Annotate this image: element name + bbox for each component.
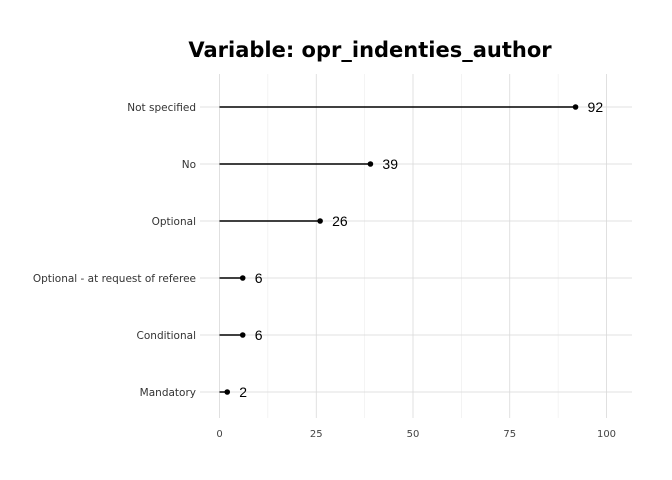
chart-title: Variable: opr_indenties_author [188, 38, 552, 62]
x-tick-label: 100 [597, 429, 616, 440]
value-label: 92 [588, 99, 604, 115]
value-label: 26 [332, 213, 348, 229]
value-label: 6 [255, 327, 263, 343]
y-axis-category-labels: Not specified No Optional Optional - at req… [33, 102, 196, 399]
lollipop-point [224, 389, 231, 395]
lollipop-point [239, 275, 246, 281]
grid-lines [200, 74, 632, 418]
value-labels: 92 39 26 6 6 2 [239, 99, 603, 400]
value-label: 6 [255, 270, 263, 286]
x-axis-tick-labels: 0 25 50 75 100 [216, 429, 616, 440]
lollipop-point [367, 161, 374, 167]
lollipop-point [317, 218, 323, 224]
value-label: 2 [239, 384, 247, 400]
x-tick-label: 0 [216, 429, 222, 440]
y-category-label: Optional [152, 216, 196, 228]
lollipop-point [572, 104, 579, 110]
y-category-label: Conditional [137, 330, 196, 342]
y-category-label: Not specified [127, 102, 196, 114]
x-tick-label: 25 [310, 429, 323, 440]
y-category-label: No [182, 159, 196, 171]
y-category-label: Mandatory [140, 387, 196, 399]
lollipop-point [239, 332, 246, 338]
x-tick-label: 75 [503, 429, 516, 440]
lollipop-points [224, 104, 579, 395]
lollipop-stems [219, 106, 576, 393]
x-tick-label: 50 [407, 429, 420, 440]
y-category-label: Optional - at request of referee [33, 273, 196, 285]
value-label: 39 [382, 156, 398, 172]
